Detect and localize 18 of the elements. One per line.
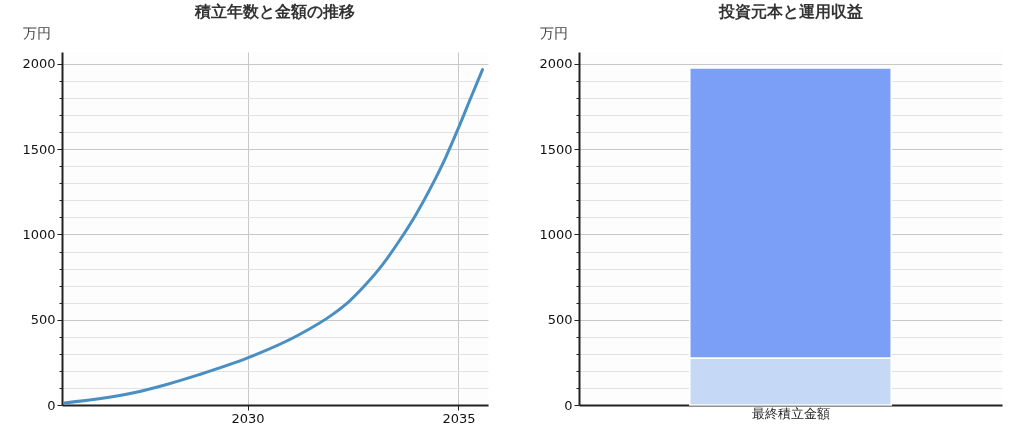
y-tick-label: 2000 [22,56,56,72]
chart-title: 投資元本と運用収益 [717,2,863,21]
y-tick-label: 0 [564,397,573,413]
y-tick-label: 1500 [22,141,56,157]
y-tick-label: 1500 [539,141,573,157]
y-axis-title: 万円 [539,24,568,41]
y-tick-label: 1000 [539,226,573,242]
chart-title: 積立年数と金額の推移 [194,2,355,21]
x-tick-label: 最終積立金額 [751,405,830,421]
y-tick-label: 0 [47,397,56,413]
y-tick-label: 1000 [22,226,56,242]
y-axis-title: 万円 [22,24,51,41]
line-series [63,68,485,405]
y-tick-label: 2000 [539,56,573,72]
x-tick-label: 2035 [442,410,476,426]
y-tick-label: 500 [30,312,56,328]
y-tick-label: 500 [547,312,573,328]
x-tick-label: 2030 [231,410,265,426]
